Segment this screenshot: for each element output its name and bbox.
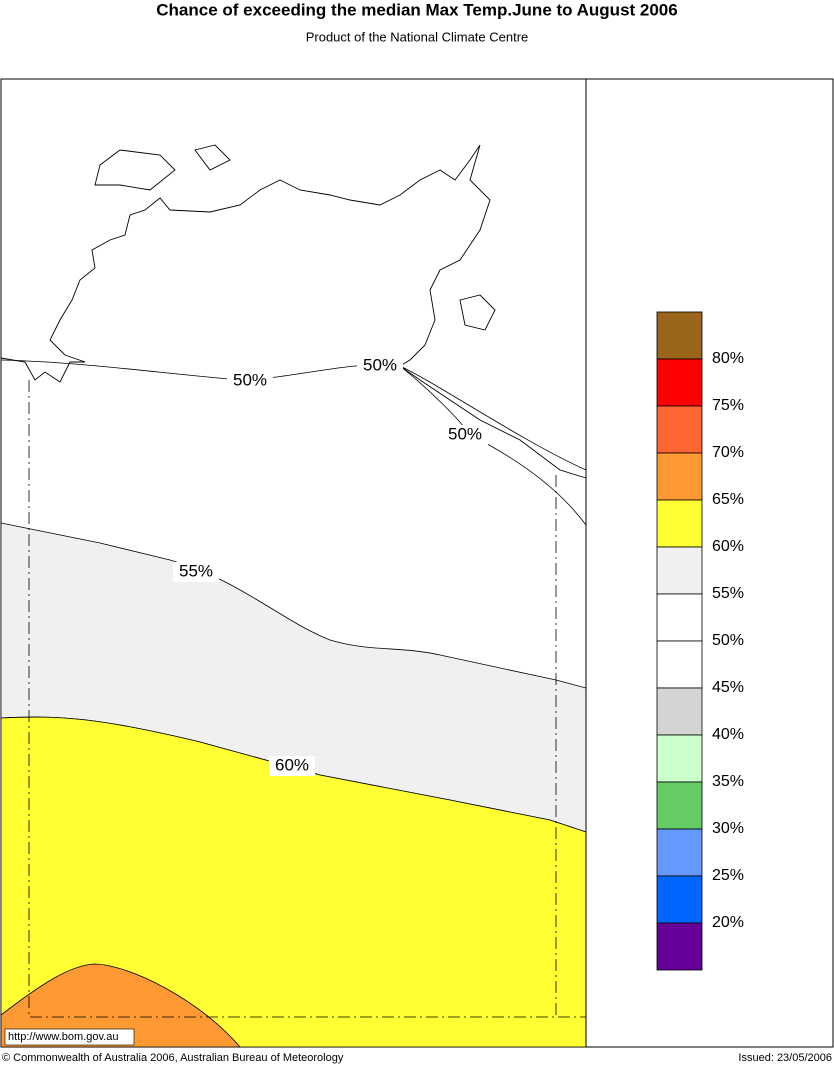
legend-swatch — [656, 734, 703, 783]
legend-swatch — [656, 405, 703, 454]
legend-label: 45% — [712, 679, 744, 696]
contour-label-bg — [442, 425, 488, 445]
issued: Issued: 23/05/2006 — [738, 1052, 832, 1064]
subtitle: Product of the National Climate Centre — [306, 29, 529, 44]
legend-swatch — [656, 452, 703, 501]
legend-label: 25% — [712, 867, 744, 884]
map-area — [0, 79, 587, 1048]
url-box — [4, 1028, 135, 1046]
legend-swatch — [656, 687, 703, 736]
coastline — [0, 144, 587, 479]
contour-label-bg — [173, 562, 219, 582]
legend-label: 35% — [712, 773, 744, 790]
legend: 80% 75% 70% 65% 60% 55% 50% 45% 40% 35% 30% 25% 20% — [656, 311, 744, 971]
legend-swatch — [656, 640, 703, 689]
boundary — [28, 380, 586, 1018]
legend-swatch — [656, 358, 703, 407]
title: Chance of exceeding the median Max Temp.… — [156, 0, 677, 19]
legend-swatch — [656, 922, 703, 971]
contour-label-bg — [227, 371, 273, 391]
legend-label: 30% — [712, 820, 744, 837]
legend-label: 55% — [712, 585, 744, 602]
copyright: © Commonwealth of Australia 2006, Austra… — [2, 1052, 344, 1064]
contour-label-bg — [269, 756, 315, 776]
contour-label-bg — [357, 356, 403, 376]
region-60 — [0, 716, 587, 1048]
contour-labels: 50% 50% 50% 55% 60% — [173, 355, 488, 776]
legend-swatch — [656, 875, 703, 924]
contour-label: 55% — [179, 561, 213, 580]
legend-label: 50% — [712, 632, 744, 649]
legend-swatch — [656, 546, 703, 595]
legend-swatch — [656, 311, 703, 360]
legend-label: 80% — [712, 350, 744, 367]
url: http://www.bom.gov.au — [8, 1031, 118, 1043]
legend-label: 75% — [712, 397, 744, 414]
region-65 — [0, 963, 241, 1048]
contour-label: 50% — [233, 370, 267, 389]
legend-label: 60% — [712, 538, 744, 555]
legend-label: 40% — [712, 726, 744, 743]
legend-label: 70% — [712, 444, 744, 461]
contour-label: 60% — [275, 755, 309, 774]
legend-swatch — [656, 828, 703, 877]
contour-label: 50% — [363, 355, 397, 374]
contour-label: 50% — [448, 424, 482, 443]
legend-label: 65% — [712, 491, 744, 508]
legend-swatch — [656, 499, 703, 548]
legend-swatch — [656, 593, 703, 642]
legend-swatch — [656, 781, 703, 830]
legend-label: 20% — [712, 914, 744, 931]
